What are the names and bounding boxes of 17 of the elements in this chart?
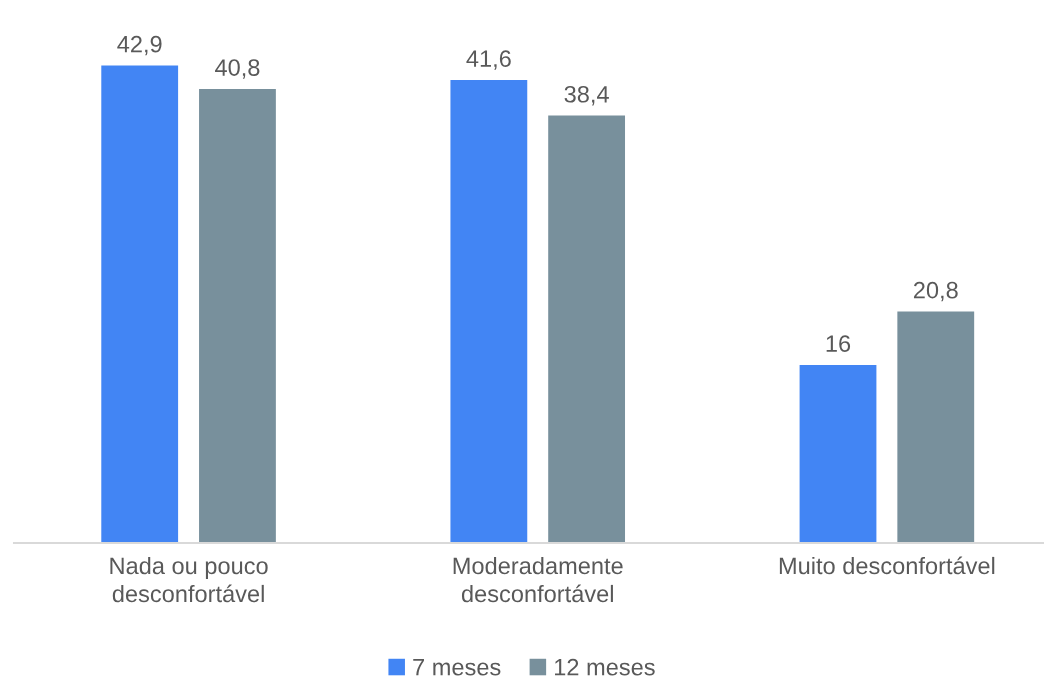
bar xyxy=(450,80,528,543)
bar xyxy=(799,364,877,543)
legend-label: 7 meses xyxy=(413,659,501,676)
x-tick-label: Nada ou pouco desconfortável xyxy=(110,556,268,603)
legend-label: 12 meses xyxy=(555,658,655,676)
data-label: 42,9 xyxy=(117,35,162,56)
bar xyxy=(897,311,975,543)
bar xyxy=(199,88,276,543)
bar xyxy=(101,65,179,543)
data-label: 38,4 xyxy=(564,85,609,106)
bar xyxy=(548,115,626,543)
data-label: 41,6 xyxy=(466,50,511,70)
x-tick-label: Muito desconfortável xyxy=(779,556,995,575)
x-tick-label: Moderadamente desconfortável xyxy=(453,556,623,603)
data-label: 20,8 xyxy=(913,281,958,302)
data-label: 16 xyxy=(826,335,851,352)
data-label: 40,8 xyxy=(215,59,260,79)
